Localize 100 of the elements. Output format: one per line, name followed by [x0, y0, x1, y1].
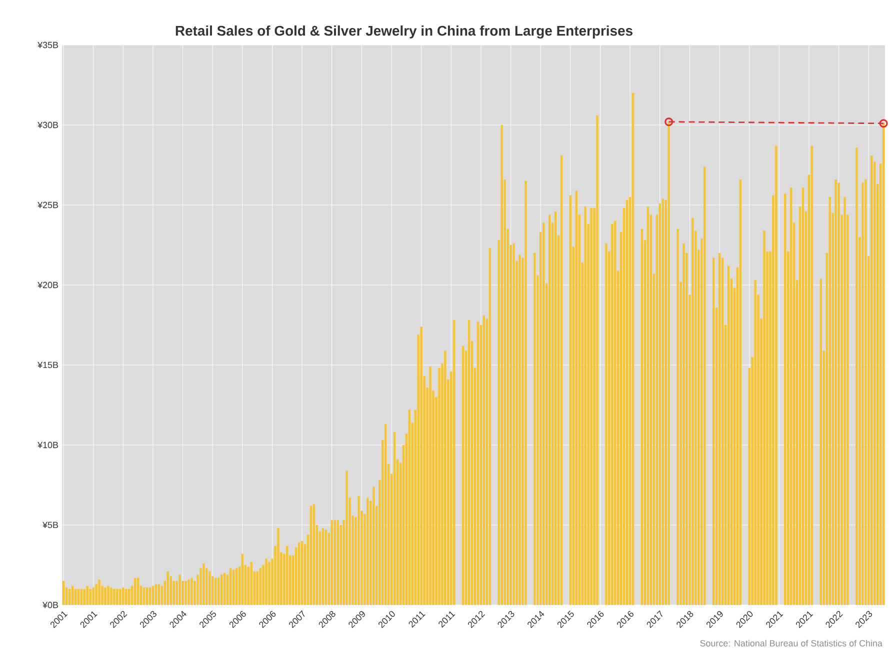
y-tick-label: ¥15B	[38, 362, 58, 368]
bar	[712, 258, 715, 605]
bar	[223, 572, 226, 605]
bar	[429, 366, 432, 605]
bar	[754, 280, 756, 605]
bar	[500, 124, 503, 605]
bar	[250, 562, 252, 605]
bar	[372, 486, 375, 605]
bar	[775, 146, 778, 605]
bar	[235, 568, 238, 605]
bar	[83, 588, 86, 605]
bar	[178, 574, 181, 605]
bar	[241, 554, 244, 605]
bar	[74, 588, 77, 605]
bar	[393, 432, 396, 605]
y-tick-label: ¥10B	[38, 442, 58, 448]
bar	[512, 243, 515, 605]
bar	[856, 147, 858, 605]
bar	[358, 496, 360, 605]
bar	[646, 206, 650, 605]
bar	[524, 180, 527, 605]
bar	[148, 587, 152, 605]
bar	[590, 208, 592, 605]
bar	[298, 542, 300, 605]
bar	[286, 546, 288, 605]
bar	[828, 196, 831, 605]
bar	[534, 252, 536, 605]
bar	[208, 571, 211, 605]
bar	[575, 190, 578, 605]
bar	[518, 254, 521, 605]
bar	[277, 528, 280, 605]
bar	[682, 243, 685, 605]
bar	[134, 578, 136, 605]
bar	[89, 588, 92, 605]
bar	[838, 182, 840, 605]
bar	[453, 320, 456, 605]
bar	[548, 214, 551, 605]
bar	[640, 228, 644, 605]
bar	[346, 470, 348, 605]
bar	[119, 588, 122, 605]
bar	[632, 92, 634, 605]
bar	[136, 578, 140, 605]
bar	[202, 563, 205, 605]
bar	[310, 506, 312, 605]
bar	[596, 115, 598, 605]
bar	[727, 266, 730, 605]
bar	[110, 587, 112, 605]
bar	[265, 558, 268, 605]
bar	[142, 587, 146, 605]
y-tick-label: ¥30B	[38, 122, 58, 128]
bar	[214, 578, 217, 605]
bar	[870, 155, 873, 605]
bar	[554, 211, 557, 605]
bar	[113, 588, 116, 605]
bar	[86, 586, 88, 605]
bar	[882, 123, 885, 605]
bar	[560, 155, 563, 605]
bar	[98, 579, 100, 605]
bar	[862, 182, 864, 605]
bar	[844, 196, 846, 605]
bar	[790, 187, 792, 605]
y-tick-label: ¥35B	[38, 42, 58, 48]
bar	[810, 146, 814, 605]
bar	[692, 218, 694, 605]
bar	[122, 587, 124, 605]
bar	[676, 228, 679, 605]
bar	[322, 528, 324, 605]
bar	[259, 568, 262, 605]
bar	[864, 179, 867, 605]
bar	[146, 587, 148, 605]
bar	[220, 574, 223, 605]
bar	[542, 222, 545, 605]
bar	[569, 195, 572, 605]
bar	[336, 520, 339, 605]
y-tick-label: ¥5B	[42, 522, 58, 528]
bar	[668, 122, 670, 605]
bar	[128, 588, 130, 605]
bar	[217, 578, 220, 605]
bar	[784, 194, 786, 605]
bar	[154, 584, 158, 605]
bar	[614, 220, 616, 605]
bar	[834, 179, 837, 605]
bar	[384, 424, 387, 605]
bar	[107, 586, 110, 605]
bar	[312, 504, 316, 605]
bar	[584, 206, 586, 605]
source-note: Source: National Bureau of Statistics of China	[700, 640, 882, 646]
bar	[366, 498, 369, 605]
bar	[408, 410, 410, 605]
bar	[420, 326, 422, 605]
bar	[104, 587, 106, 605]
bar	[718, 252, 721, 605]
bar	[62, 580, 65, 605]
bar	[256, 571, 258, 605]
bar	[184, 580, 187, 605]
bar	[476, 322, 480, 605]
bar	[92, 587, 94, 605]
bar	[763, 230, 766, 605]
bar	[116, 588, 118, 605]
bar	[80, 588, 82, 605]
